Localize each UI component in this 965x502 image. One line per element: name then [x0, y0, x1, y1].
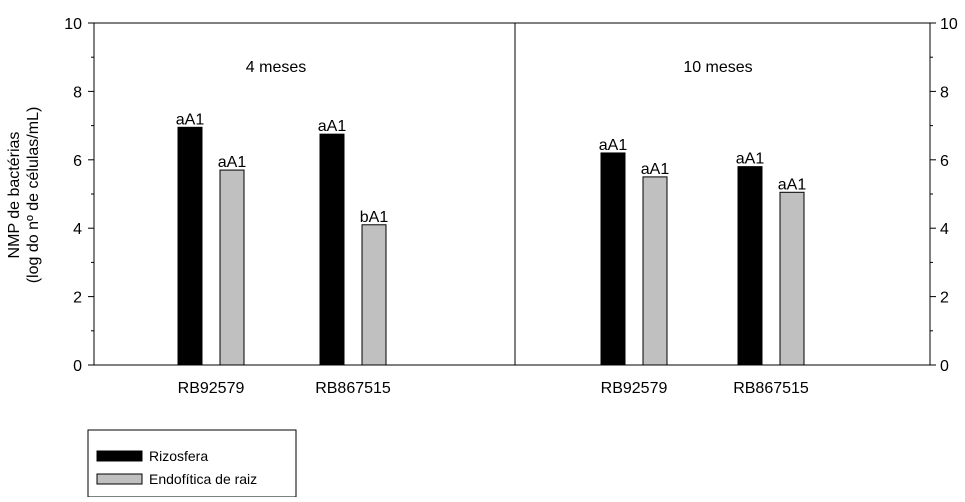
y-tick-label-right-2: 4 — [940, 221, 949, 238]
y-tick-label-right-0: 0 — [940, 358, 949, 375]
y-tick-label-left-0: 0 — [73, 358, 82, 375]
y-tick-label-left-4: 8 — [73, 84, 82, 101]
legend: Rizosfera Endofítica de raiz — [87, 429, 297, 498]
category-label-0-1: RB867515 — [315, 380, 391, 397]
bar-label-0-0-0: aA1 — [176, 111, 205, 128]
bar-0-1-0 — [319, 133, 345, 366]
y-tick-label-left-1: 2 — [73, 290, 82, 307]
bar-label-0-1-1: bA1 — [360, 209, 389, 226]
bar-0-0-1 — [219, 169, 245, 366]
y-axis-title: NMP de bactérias (log do nº de células/m… — [6, 107, 42, 284]
y-tick-label-right-4: 8 — [940, 84, 949, 101]
y-axis-title-line2: (log do nº de células/mL) — [25, 107, 42, 284]
bar-label-1-0-0: aA1 — [599, 137, 628, 154]
bar-label-0-1-0: aA1 — [318, 118, 347, 135]
panel-title-4-meses: 4 meses — [246, 59, 306, 76]
category-label-0-0: RB92579 — [178, 380, 245, 397]
bar-1-0-1 — [642, 176, 668, 366]
bar-0-1-1 — [361, 224, 387, 366]
category-label-1-1: RB867515 — [733, 380, 809, 397]
legend-label-endofitica: Endofítica de raiz — [149, 471, 257, 487]
bar-label-1-1-1: aA1 — [778, 176, 807, 193]
y-tick-label-left-5: 10 — [64, 16, 82, 33]
bar-0-0-0 — [177, 126, 203, 366]
bar-label-0-0-1: aA1 — [218, 154, 247, 171]
y-tick-label-right-5: 10 — [940, 16, 958, 33]
bar-1-1-0 — [737, 166, 763, 366]
y-tick-label-left-3: 6 — [73, 153, 82, 170]
y-tick-label-right-3: 6 — [940, 153, 949, 170]
legend-label-rizosfera: Rizosfera — [149, 448, 208, 464]
bar-1-0-0 — [600, 152, 626, 366]
category-label-1-0: RB92579 — [601, 380, 668, 397]
legend-swatch-endofitica — [96, 473, 143, 485]
legend-swatch-rizosfera — [96, 450, 143, 462]
y-tick-label-right-1: 2 — [940, 290, 949, 307]
bar-1-1-1 — [779, 191, 805, 366]
bar-label-1-0-1: aA1 — [641, 161, 670, 178]
bar-label-1-1-0: aA1 — [736, 151, 765, 168]
chart-marks: 0 0 2 2 4 4 6 6 8 8 10 10 RB92579 aA1 aA1 RB867515 aA1 bA… — [64, 16, 958, 397]
y-tick-label-left-2: 4 — [73, 221, 82, 238]
panel-title-10-meses: 10 meses — [683, 59, 752, 76]
y-axis-title-line1: NMP de bactérias — [6, 132, 23, 259]
